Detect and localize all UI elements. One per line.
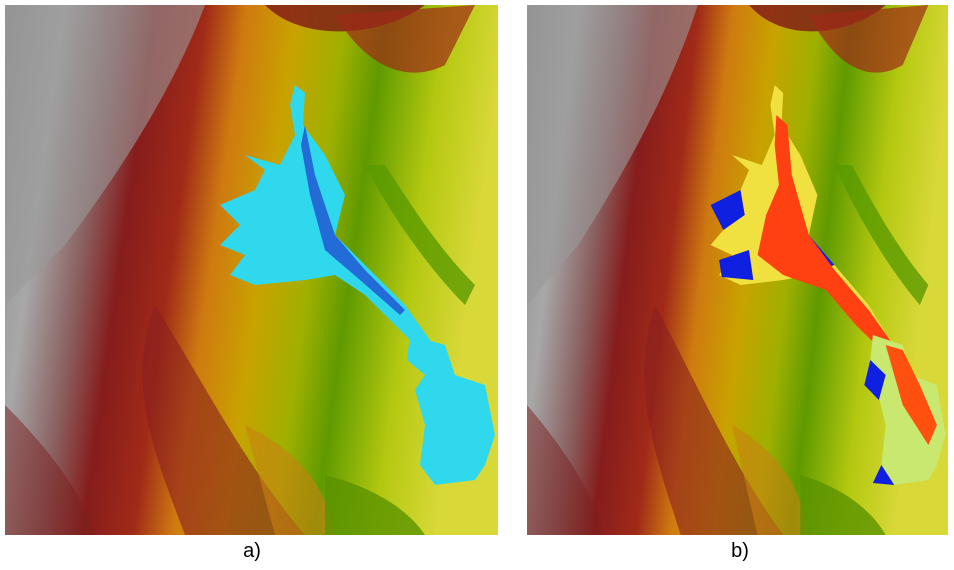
flood-lake <box>407 335 495 485</box>
panel-label: a) <box>243 540 261 562</box>
flood-channel <box>301 125 405 315</box>
deep-channel <box>757 115 890 350</box>
panel-label: b) <box>731 540 749 562</box>
map-a <box>5 5 498 535</box>
lake-channel <box>885 345 937 445</box>
shallow-area <box>864 360 895 485</box>
shallow-area <box>710 190 835 280</box>
map-b <box>527 5 949 535</box>
